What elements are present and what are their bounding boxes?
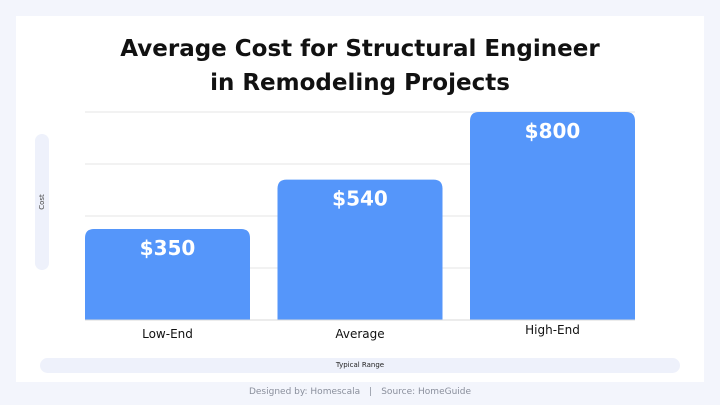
data-label: $350 xyxy=(140,236,196,260)
footer-source: Source: HomeGuide xyxy=(381,387,472,397)
data-label: $800 xyxy=(525,119,581,143)
chart-title-line-2: in Remodeling Projects xyxy=(210,70,510,96)
footer-designed-by: Designed by: Homescala xyxy=(248,387,361,397)
x-tick-label: Low-End xyxy=(142,327,193,341)
x-tick-label: Average xyxy=(335,327,384,341)
footer-separator: | xyxy=(369,387,373,397)
bar-high-end xyxy=(470,112,635,320)
x-axis-label: Typical Range xyxy=(335,361,385,369)
chart-title-line-1: Average Cost for Structural Engineer xyxy=(120,36,600,62)
bar-average xyxy=(277,179,443,320)
bar-low-end xyxy=(85,229,250,320)
x-tick-label: High-End xyxy=(525,323,580,337)
y-axis-label-pill xyxy=(35,134,49,270)
footer: Designed by: Homescala | Source: HomeGuide xyxy=(0,387,720,397)
x-axis-label-pill: Typical Range xyxy=(40,358,680,373)
chart-title: Average Cost for Structural Engineer in … xyxy=(0,32,720,100)
data-label: $540 xyxy=(332,187,388,211)
